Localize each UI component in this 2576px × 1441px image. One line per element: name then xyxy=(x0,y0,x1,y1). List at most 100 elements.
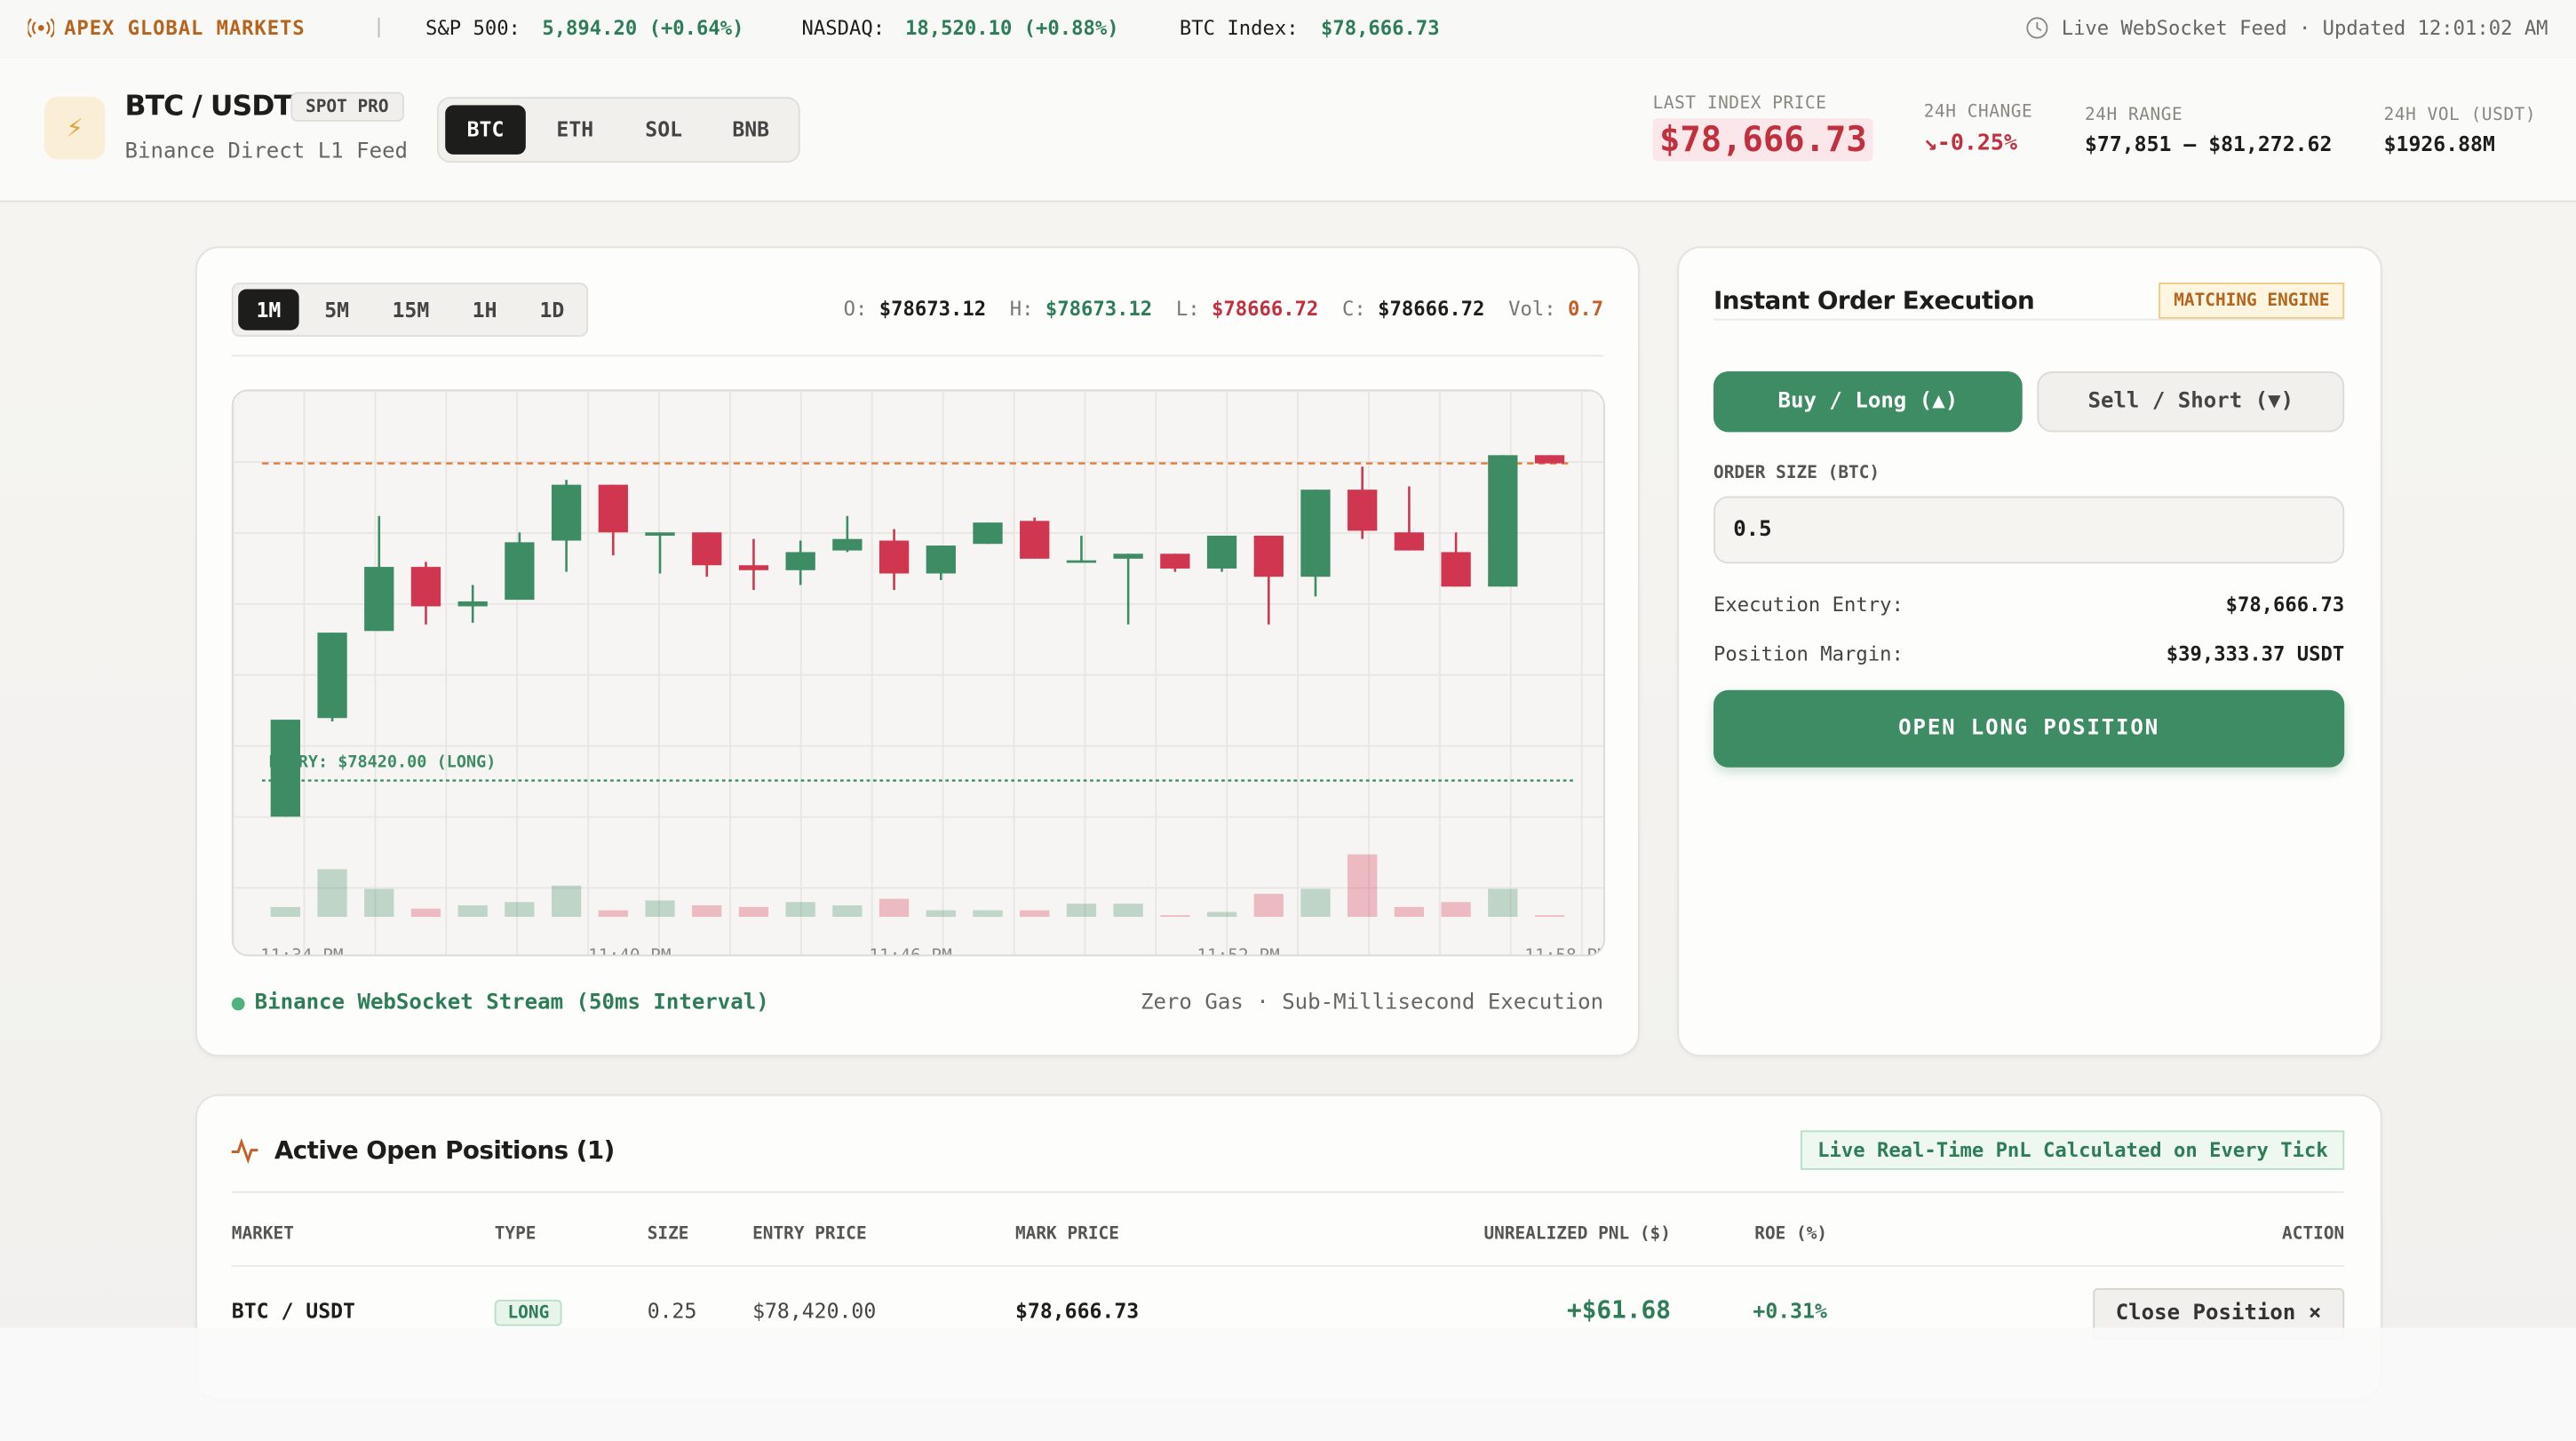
position-market: BTC / USDT xyxy=(231,1298,355,1323)
volume-bar xyxy=(1253,894,1284,918)
candle-body xyxy=(410,567,441,607)
asset-tab[interactable]: ETH xyxy=(556,116,594,142)
x-tick-label: 11:58 PM xyxy=(1524,945,1605,956)
ohlc-label: Vol: xyxy=(1508,297,1556,321)
candle-body xyxy=(738,565,769,570)
candle-body xyxy=(1348,490,1378,531)
order-title: Instant Order Execution xyxy=(1713,285,2035,316)
volume-bar xyxy=(973,910,1003,918)
ticker-bar: APEX GLOBAL MARKETS | S&P 500: 5,894.20 … xyxy=(0,0,2576,60)
stat-label: LAST INDEX PRICE xyxy=(1652,93,1827,114)
position-pnl: +$61.68 xyxy=(1567,1294,1671,1325)
interval-tab[interactable]: 1D xyxy=(539,297,565,322)
ticker-value: $78,666.73 xyxy=(1320,16,1440,40)
volume-bar xyxy=(1160,915,1190,918)
x-tick-label: 11:40 PM xyxy=(588,945,671,956)
asset-tab[interactable]: BNB xyxy=(732,116,770,142)
position-mark: $78,666.73 xyxy=(1014,1298,1140,1323)
candle-body xyxy=(832,538,863,551)
column-header: ACTION xyxy=(2282,1223,2345,1245)
divider xyxy=(231,1265,2345,1267)
interval-tab[interactable]: 1H xyxy=(472,297,497,322)
interval-tab[interactable]: 1M xyxy=(238,289,299,330)
header: ⚡ BTC / USDT SPOT PRO Binance Direct L1 … xyxy=(0,57,2576,203)
column-header: ROE (%) xyxy=(1754,1223,1828,1245)
x-tick-label: 11:34 PM xyxy=(260,945,343,956)
asset-tabs: BTC ETH SOL BNB xyxy=(436,97,800,163)
volume-bar xyxy=(1066,904,1097,918)
candle-body xyxy=(270,720,300,817)
ohlc-value: $78666.72 xyxy=(1212,297,1319,321)
execution-note: Zero Gas · Sub-Millisecond Execution xyxy=(1140,991,1604,1015)
interval-tab[interactable]: 5M xyxy=(324,297,350,322)
ohlc-value: $78673.12 xyxy=(879,297,987,321)
margin-label: Position Margin: xyxy=(1713,642,1904,666)
pair-name: BTC / USDT xyxy=(124,90,293,123)
candle-body xyxy=(1394,532,1425,551)
stream-label: Binance WebSocket Stream (50ms Interval) xyxy=(254,991,769,1015)
candle-body xyxy=(1253,535,1284,577)
ticker-label: S&P 500: xyxy=(425,16,521,40)
candle-body xyxy=(1488,455,1518,587)
size-input[interactable]: 0.5 xyxy=(1713,496,2345,564)
volume-bar xyxy=(692,905,722,918)
ohlc-label: C: xyxy=(1342,297,1366,321)
stat-label: 24H RANGE xyxy=(2085,105,2183,125)
candle-body xyxy=(1113,553,1143,559)
column-header: MARKET xyxy=(231,1223,294,1245)
position-entry: $78,420.00 xyxy=(752,1298,877,1323)
ticker-value: 18,520.10 (+0.88%) xyxy=(905,16,1119,40)
candle-body xyxy=(457,601,488,607)
volume-bar xyxy=(738,906,769,918)
candle-body xyxy=(1020,521,1050,559)
x-tick-label: 11:46 PM xyxy=(869,945,951,956)
buy-button[interactable]: Buy / Long (▲) xyxy=(1713,370,2023,433)
open-position-button[interactable]: OPEN LONG POSITION xyxy=(1713,689,2345,768)
volume-bar xyxy=(645,900,675,918)
volume-bar xyxy=(832,905,863,918)
separator: | xyxy=(372,14,386,38)
entry-value: $78,666.73 xyxy=(2225,593,2345,617)
asset-tab[interactable]: SOL xyxy=(645,116,683,142)
candle-body xyxy=(551,484,582,541)
candlestick-chart: ENTRY: $78420.00 (LONG) 11:34 PM 11:40 PM 1… xyxy=(231,389,1605,957)
volume-bar xyxy=(1020,910,1050,918)
volume-bar xyxy=(551,885,582,918)
volume-bar xyxy=(879,898,910,918)
asset-tab[interactable]: BTC xyxy=(445,105,526,155)
candle-body xyxy=(926,545,956,574)
volume-bar xyxy=(598,910,628,918)
stat-value: $1926.88M xyxy=(2383,131,2495,156)
volume-bar xyxy=(270,906,300,918)
divider xyxy=(1713,318,2345,321)
signal-icon xyxy=(28,18,55,38)
candle-body xyxy=(505,542,535,601)
interval-tab[interactable]: 15M xyxy=(392,297,430,322)
margin-value: $39,333.37 USDT xyxy=(2166,642,2345,666)
volume-bar xyxy=(1441,902,1471,918)
candle-body xyxy=(879,540,910,574)
logo-icon: ⚡ xyxy=(44,97,106,160)
ohlc-label: L: xyxy=(1175,297,1200,321)
clock-icon xyxy=(2026,17,2048,39)
volume-bar xyxy=(457,905,488,918)
column-header: MARK PRICE xyxy=(1014,1223,1119,1245)
live-dot xyxy=(231,997,245,1011)
entry-label: ENTRY: $78420.00 (LONG) xyxy=(268,753,496,772)
column-header: UNREALIZED PNL ($) xyxy=(1483,1223,1671,1245)
feed-status: Live WebSocket Feed · Updated 12:01:02 A… xyxy=(2061,16,2548,40)
pnl-badge: Live Real-Time PnL Calculated on Every T… xyxy=(1801,1130,2345,1170)
sell-button[interactable]: Sell / Short (▼) xyxy=(2037,370,2345,433)
entry-label: Execution Entry: xyxy=(1713,593,1904,617)
divider xyxy=(231,1190,2345,1193)
candle-body xyxy=(973,522,1003,545)
candle-body xyxy=(1066,560,1097,563)
column-header: SIZE xyxy=(647,1223,689,1245)
candle-body xyxy=(1160,553,1190,569)
volume-bar xyxy=(926,910,956,918)
column-header: ENTRY PRICE xyxy=(752,1223,867,1245)
volume-bar xyxy=(1348,854,1378,918)
candle-body xyxy=(598,484,628,533)
size-value: 0.5 xyxy=(1733,517,1772,543)
